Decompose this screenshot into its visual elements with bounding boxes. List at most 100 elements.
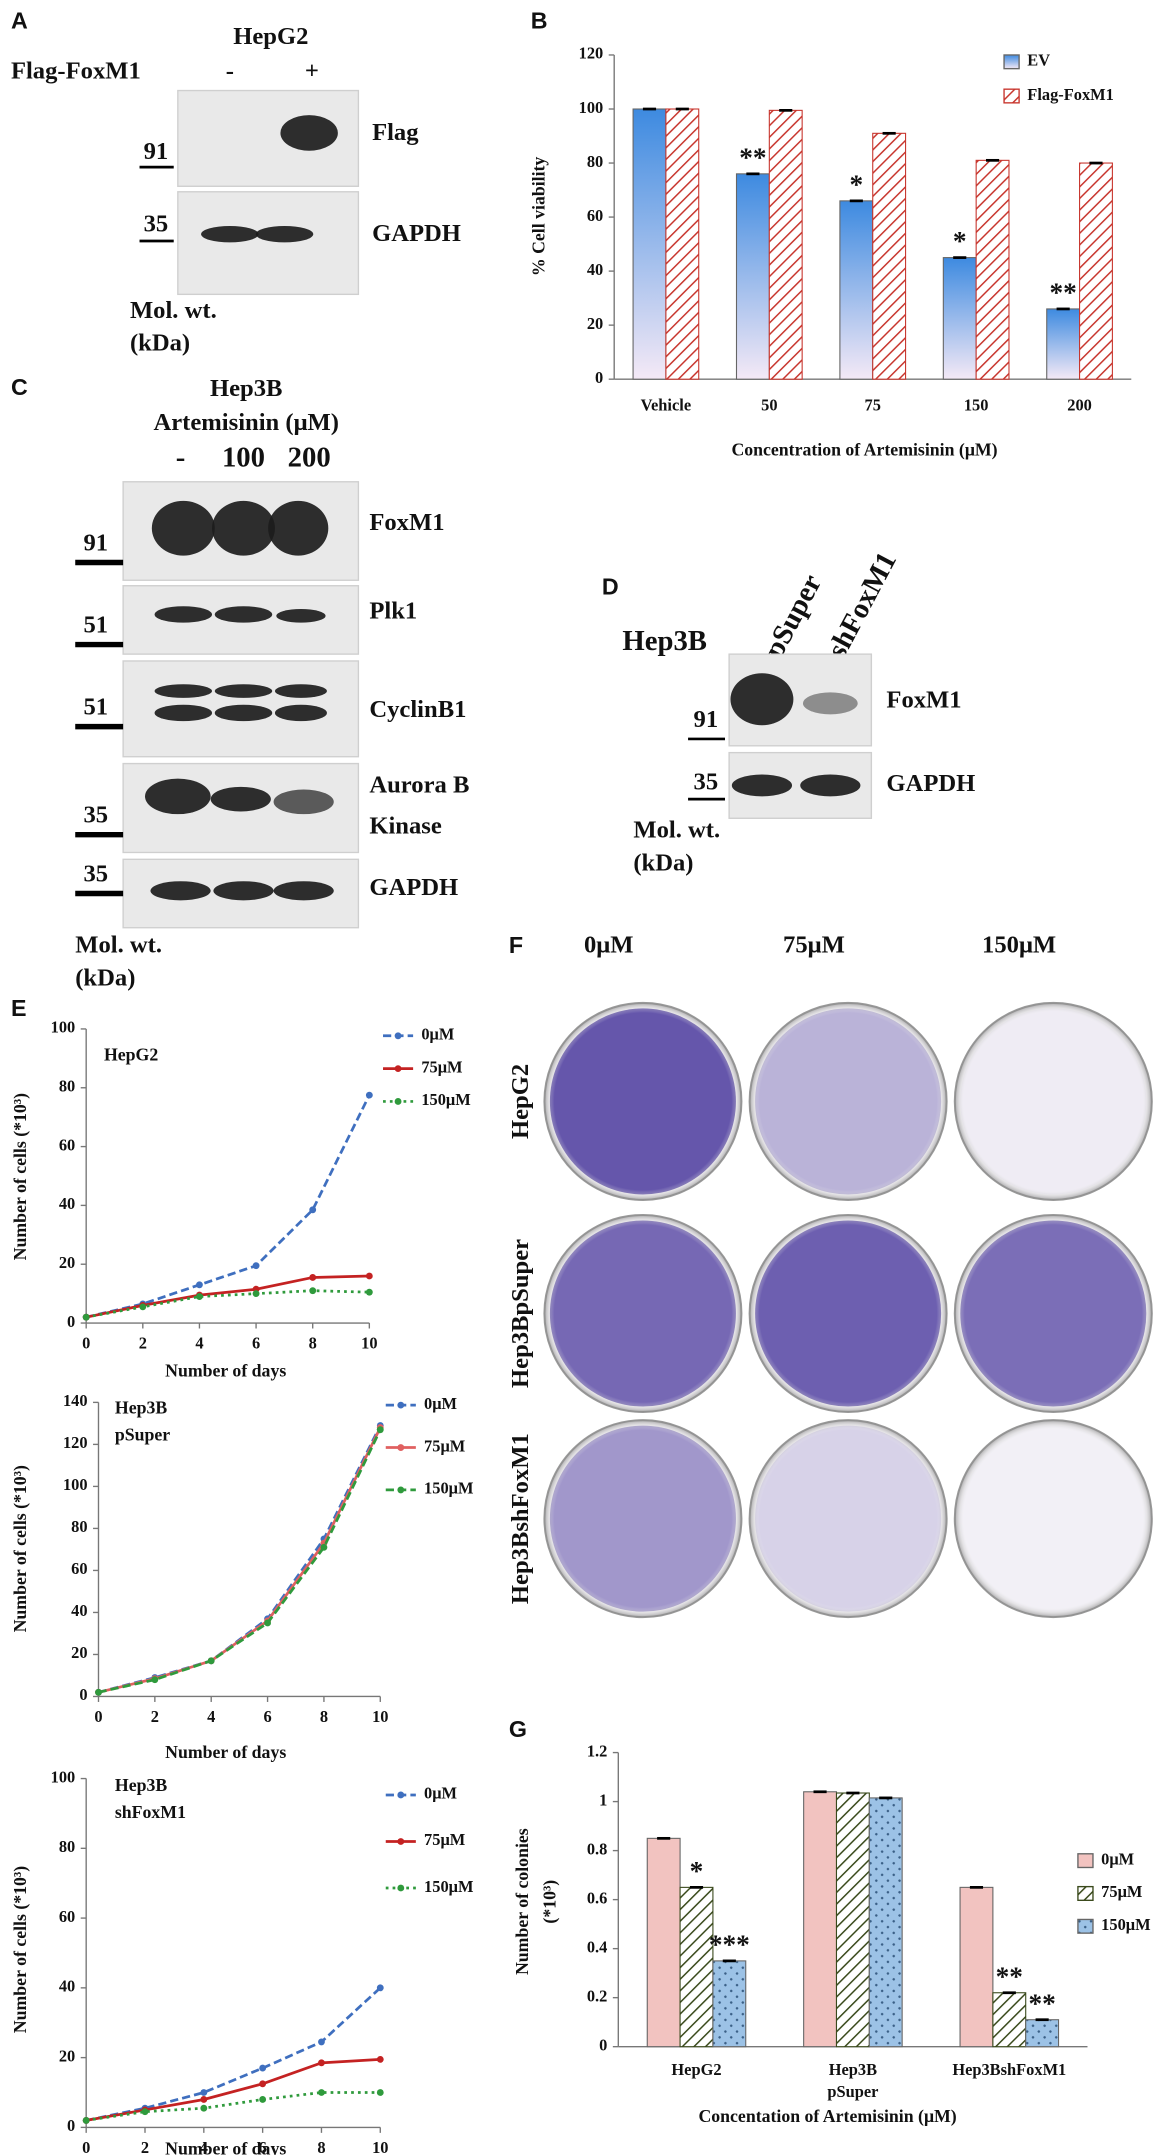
legend-label: 0μM <box>424 1784 458 1803</box>
chart-title: pSuper <box>115 1425 170 1445</box>
point <box>139 1303 147 1311</box>
blot-label: FoxM1 <box>886 687 961 714</box>
line <box>98 1424 382 1694</box>
point <box>252 1262 260 1270</box>
point <box>376 1984 384 1992</box>
point <box>365 1272 373 1280</box>
point <box>259 2064 267 2072</box>
mw-label: Mol. wt. <box>75 932 162 959</box>
y-tick-label: 80 <box>71 1517 87 1536</box>
legend-label: 75μM <box>421 1057 463 1076</box>
point <box>376 2089 384 2096</box>
x-axis-label: Concentation of Artemisinin (μM) <box>698 2106 956 2127</box>
legend-swatch <box>1077 1918 1094 1934</box>
band <box>201 225 259 243</box>
band <box>280 115 338 151</box>
lane-label: 200 <box>288 441 331 473</box>
bar <box>835 1792 870 2048</box>
lane-label: pSuper <box>758 569 828 663</box>
mw-marker: 51 <box>83 611 108 638</box>
band <box>214 684 273 698</box>
band <box>212 500 275 556</box>
band <box>274 704 327 722</box>
band <box>154 684 213 698</box>
x-tick-label: 50 <box>761 395 777 414</box>
line <box>85 2091 381 2122</box>
y-tick-label: 80 <box>59 1837 75 1856</box>
x-tick-label: 6 <box>252 1334 260 1353</box>
plate-rim <box>954 1002 1152 1200</box>
y-tick-label: 40 <box>59 1977 75 1996</box>
point <box>264 1619 271 1627</box>
column-label: 75μM <box>783 932 845 959</box>
bar <box>1025 2019 1060 2048</box>
line <box>98 1429 382 1694</box>
band <box>255 225 314 243</box>
y-tick-label: 60 <box>71 1559 87 1578</box>
blot-label: CyclinB1 <box>369 696 466 723</box>
legend-label: 150μM <box>424 1479 474 1498</box>
plate-rim <box>954 1214 1152 1412</box>
legend-marker <box>397 1444 405 1451</box>
legend-marker <box>394 1098 402 1105</box>
plate-rim <box>954 1420 1152 1618</box>
point <box>95 1688 102 1696</box>
bar <box>768 109 803 380</box>
panel-letter: G <box>509 1716 527 1742</box>
blot-label: Plk1 <box>369 598 417 625</box>
legend-marker <box>394 1065 402 1073</box>
x-tick-label: 6 <box>259 2138 267 2155</box>
y-tick-label: 100 <box>63 1475 88 1494</box>
x-tick-label: 2 <box>141 2138 149 2155</box>
x-axis-label: Number of days <box>165 1742 286 1762</box>
bar <box>679 1886 714 2048</box>
legend-label: 75μM <box>1101 1882 1143 1901</box>
x-tick-label: 8 <box>320 1707 328 1726</box>
mw-label: (kDa) <box>130 330 190 357</box>
band <box>730 673 794 726</box>
y-tick-label: 1 <box>599 1790 607 1809</box>
chart-title: HepG2 <box>104 1044 158 1064</box>
bar <box>632 108 667 380</box>
column-label: 150μM <box>982 932 1056 959</box>
point <box>252 1290 260 1298</box>
y-tick-label: 120 <box>63 1433 88 1452</box>
point <box>82 2116 90 2124</box>
y-tick-label: 0 <box>599 2035 607 2054</box>
bar <box>992 1992 1027 2048</box>
mw-marker: 91 <box>694 706 719 733</box>
point <box>207 1657 215 1665</box>
mw-label: (kDa) <box>633 849 693 876</box>
x-tick-label: 10 <box>372 2138 388 2155</box>
legend-marker <box>397 1884 405 1892</box>
bar <box>803 1791 838 2048</box>
band <box>276 608 326 623</box>
y-axis-label: % Cell viability <box>528 157 548 277</box>
plate-rim <box>749 1002 947 1200</box>
annotation: ** <box>996 1961 1023 1991</box>
bar <box>975 159 1010 380</box>
annotation: ** <box>1028 1988 1055 2018</box>
panel-letter: C <box>11 374 28 400</box>
chart-title: shFoxM1 <box>115 1802 186 1822</box>
legend-swatch <box>1003 54 1020 70</box>
x-tick-label: pSuper <box>827 2082 878 2101</box>
plate-rim <box>544 1002 742 1200</box>
column-label: 0μM <box>584 932 633 959</box>
legend-label: EV <box>1027 51 1050 70</box>
bar <box>665 108 700 380</box>
y-tick-label: 60 <box>59 1135 75 1154</box>
annotation: *** <box>709 1929 750 1959</box>
mw-marker: 35 <box>144 211 169 238</box>
y-tick-label: 140 <box>63 1391 88 1410</box>
row-label: Hep3BpSuper <box>507 1239 534 1388</box>
point <box>318 2038 325 2046</box>
point <box>309 1206 317 1214</box>
mw-label: Mol. wt. <box>633 817 720 844</box>
y-tick-label: 100 <box>579 98 604 117</box>
legend-marker <box>397 1838 405 1845</box>
x-tick-label: 10 <box>361 1334 377 1353</box>
blot-label: GAPDH <box>372 220 461 247</box>
line <box>85 1094 371 1319</box>
blot-label: FoxM1 <box>369 509 444 536</box>
